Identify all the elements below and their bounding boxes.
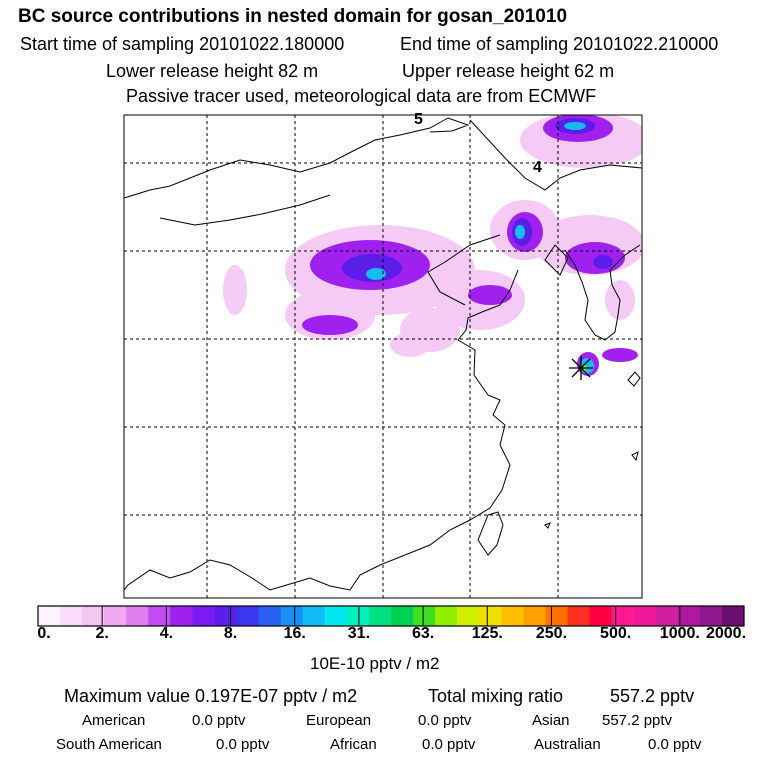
region-name-american: American <box>82 712 146 729</box>
colorbar-cells <box>38 606 745 626</box>
lower-release-label: Lower release height 82 m <box>106 61 319 81</box>
upper-release-label: Upper release height 62 m <box>402 61 615 81</box>
region-value-african: 0.0 pptv <box>422 736 476 753</box>
colorbar-tick-label: 2000. <box>705 625 747 642</box>
colorbar-cell <box>104 606 127 626</box>
plot-title: BC source contributions in nested domain… <box>18 6 568 27</box>
colorbar-tick-label: 500. <box>600 625 632 642</box>
colorbar-cell <box>60 606 83 626</box>
region-value-american: 0.0 pptv <box>192 712 246 729</box>
colorbar-cell <box>545 606 568 626</box>
colorbar-tick-label: 0. <box>37 625 51 642</box>
colorbar-cell <box>633 606 657 626</box>
total-mixing-value: 557.2 pptv <box>610 686 695 706</box>
colorbar-cell <box>302 606 326 626</box>
region-value-european: 0.0 pptv <box>418 712 472 729</box>
colorbar-tick-label: 1000. <box>659 625 700 642</box>
plume-high <box>342 118 613 282</box>
colorbar-tick-label: 125. <box>471 625 503 642</box>
total-mixing-label: Total mixing ratio <box>428 686 564 706</box>
colorbar-cell <box>280 606 304 626</box>
colorbar-cell <box>721 606 745 626</box>
colorbar-tick-label: 63. <box>411 625 435 642</box>
map-frame <box>123 114 643 599</box>
colorbar-cell <box>258 606 282 626</box>
colorbar-cell <box>368 606 392 626</box>
tracer-info-label: Passive tracer used, meteorological data… <box>126 86 597 106</box>
max-value-label: Maximum value 0.197E-07 pptv / m2 <box>64 686 358 706</box>
gridline-label-4: 4 <box>533 159 542 176</box>
colorbar-cell <box>170 606 193 626</box>
plume-layer <box>124 115 642 598</box>
colorbar-cell <box>346 606 370 626</box>
colorbar-cell <box>567 606 591 626</box>
colorbar-tick-label: 8. <box>223 625 238 642</box>
colorbar-cell <box>126 606 149 626</box>
colorbar-cell <box>413 606 436 626</box>
receptor-star-icon <box>569 356 593 380</box>
gridline-label-5: 5 <box>414 111 423 128</box>
region-name-european: European <box>306 712 372 729</box>
colorbar-cell <box>214 606 238 626</box>
colorbar-cell <box>699 606 723 626</box>
colorbar-cell <box>148 606 171 626</box>
colorbar-cell <box>479 606 502 626</box>
colorbar-tick-label: 16. <box>283 625 306 642</box>
colorbar-cell <box>677 606 701 626</box>
colorbar-tick-label: 31. <box>347 625 371 642</box>
colorbar-cell <box>192 606 215 626</box>
plume-peak <box>366 122 594 374</box>
colorbar-cell <box>611 606 635 626</box>
colorbar-cell <box>391 606 414 626</box>
region-name-asian: Asian <box>532 712 570 729</box>
region-name-south-american: South American <box>56 736 162 753</box>
colorbar-cell <box>435 606 458 626</box>
colorbar-units: 10E-10 pptv / m2 <box>310 654 440 673</box>
colorbar-cell <box>324 606 348 626</box>
coastlines <box>124 117 642 591</box>
colorbar-cell <box>655 606 679 626</box>
region-value-south-american: 0.0 pptv <box>216 736 270 753</box>
colorbar-cell <box>236 606 260 626</box>
colorbar-cell <box>82 606 105 626</box>
colorbar-tick-label: 4. <box>159 625 174 642</box>
region-name-african: African <box>330 736 377 753</box>
colorbar-cell <box>457 606 480 626</box>
colorbar-cell <box>523 606 546 626</box>
end-time-label: End time of sampling 20101022.210000 <box>400 34 719 54</box>
colorbar-cell <box>501 606 524 626</box>
colorbar-cell <box>589 606 613 626</box>
start-time-label: Start time of sampling 20101022.180000 <box>20 34 345 54</box>
colorbar-cell <box>38 606 61 626</box>
region-value-australian: 0.0 pptv <box>648 736 702 753</box>
graticule <box>124 115 642 598</box>
colorbar-frame <box>37 605 745 627</box>
colorbar-tick-label: 250. <box>535 625 568 642</box>
region-name-australian: Australian <box>534 736 601 753</box>
region-value-asian: 557.2 pptv <box>602 712 673 729</box>
colorbar-tick-label: 2. <box>95 625 109 642</box>
